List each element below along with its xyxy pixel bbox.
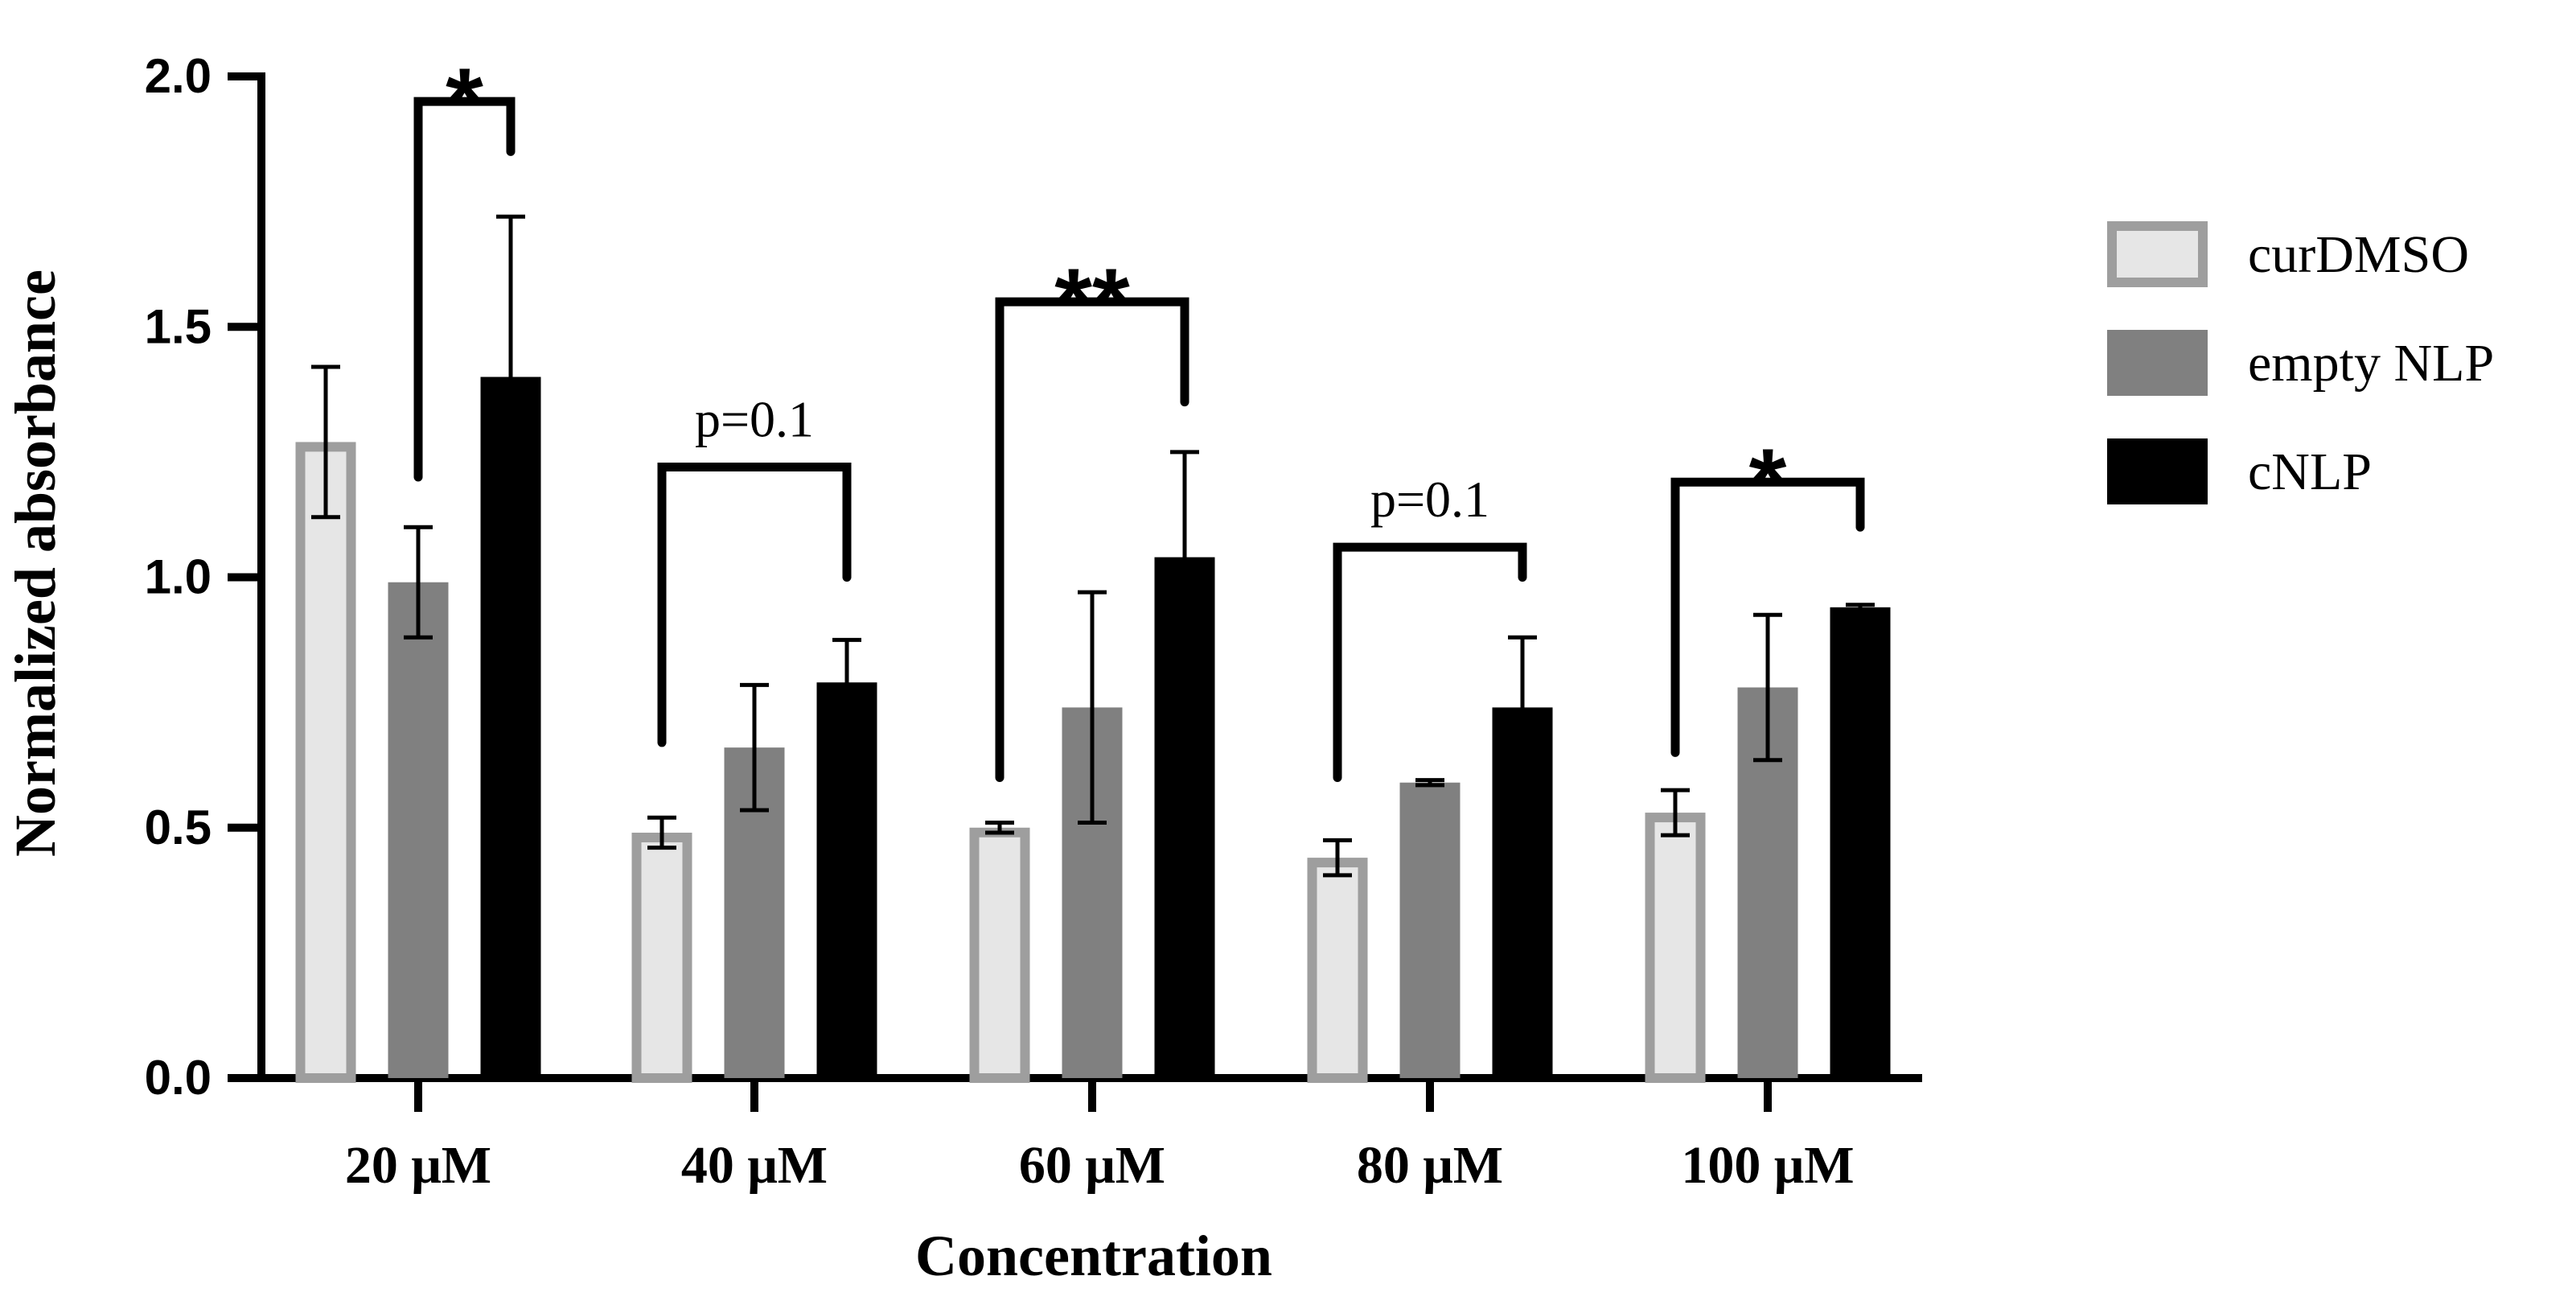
legend-label: empty NLP (2248, 334, 2494, 393)
x-tick-label: 40 μM (681, 1136, 828, 1195)
significance-bracket (1670, 477, 1865, 757)
significance-annotations: * p=0.1 ** p=0.1 * (413, 48, 1865, 782)
legend-label: cNLP (2248, 442, 2372, 501)
legend-swatch-cnlp (2107, 438, 2208, 504)
significance-bracket (995, 297, 1189, 782)
x-tick-label: 80 μM (1357, 1136, 1503, 1195)
significance-stars: * (446, 48, 483, 156)
x-axis-title: Concentration (915, 1224, 1272, 1288)
p-value-label: p=0.1 (695, 391, 814, 448)
y-tick-label: 1.5 (145, 299, 212, 353)
legend-label: curDMSO (2248, 225, 2469, 284)
bar-cnlp (1830, 607, 1891, 1078)
x-tick-label: 60 μM (1019, 1136, 1165, 1195)
y-tick-label: 1.0 (145, 550, 212, 604)
bar-curdmso (1645, 813, 1706, 1083)
significance-stars: * (1749, 429, 1787, 537)
bar-cnlp (816, 682, 877, 1078)
legend-swatch-curdmso (2107, 221, 2208, 287)
bar-curdmso (631, 832, 692, 1083)
bar-curdmso (1307, 858, 1368, 1083)
significance-bracket (657, 463, 852, 747)
p-value-label: p=0.1 (1370, 471, 1489, 528)
y-axis: 0.0 0.5 1.0 1.5 2.0 (145, 49, 265, 1105)
x-tick-label: 100 μM (1681, 1136, 1854, 1195)
legend-swatch-empty-nlp (2107, 330, 2208, 396)
bar-groups (295, 377, 1891, 1083)
bar-curdmso (295, 442, 356, 1083)
x-axis: 20 μM 40 μM 60 μM 80 μM 100 μM (257, 1074, 1922, 1195)
y-axis-title: Normalized absorbance (3, 270, 68, 857)
bar-empty-nlp (388, 582, 449, 1078)
y-tick-label: 0.0 (145, 1051, 212, 1105)
significance-stars: ** (1054, 249, 1130, 356)
legend: curDMSO empty NLP cNLP (2107, 221, 2494, 504)
significance-bracket (1333, 542, 1527, 782)
significance-bracket (413, 97, 516, 482)
x-tick-label: 20 μM (345, 1136, 491, 1195)
bar-curdmso (969, 827, 1030, 1083)
y-tick-label: 0.5 (145, 801, 212, 854)
y-tick-label: 2.0 (145, 49, 212, 103)
error-bars (311, 214, 1875, 878)
bar-empty-nlp (1399, 782, 1461, 1078)
